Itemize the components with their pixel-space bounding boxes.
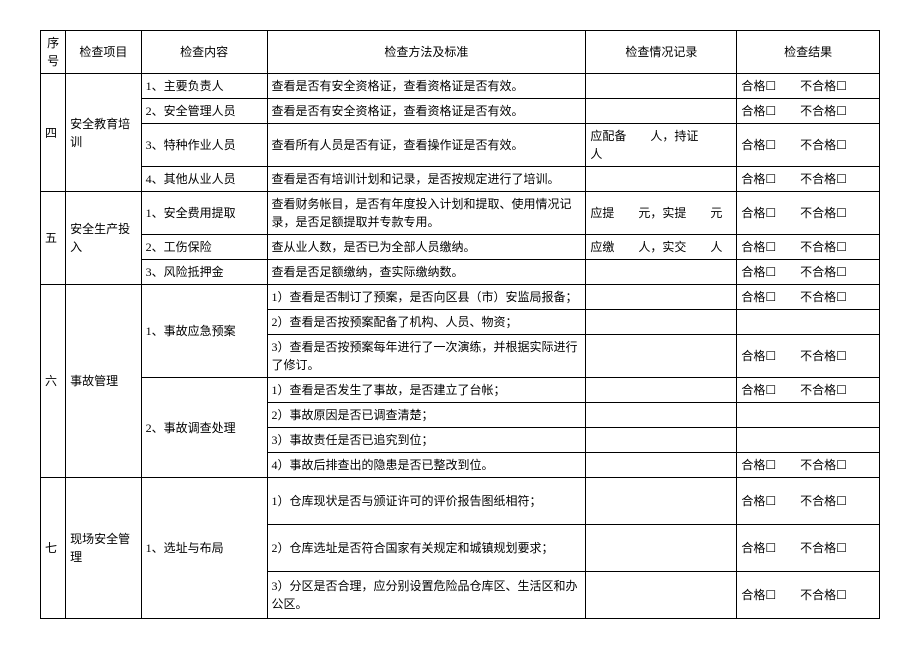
result-cell: 合格☐ 不合格☐ [737,453,880,478]
method-cell: 2）仓库选址是否符合国家有关规定和城镇规划要求； [267,525,586,572]
record-cell [586,285,737,310]
record-cell [586,99,737,124]
content-cell: 4、其他从业人员 [141,167,267,192]
result-cell: 合格☐ 不合格☐ [737,285,880,310]
method-cell: 3）查看是否按预案每年进行了一次演练，并根据实际进行了修订。 [267,335,586,378]
result-cell: 合格☐ 不合格☐ [737,192,880,235]
method-cell: 3）事故责任是否已追究到位； [267,428,586,453]
table-row: 3、风险抵押金 查看是否足额缴纳，查实际缴纳数。 合格☐ 不合格☐ [41,260,880,285]
header-result: 检查结果 [737,31,880,74]
method-cell: 查看所有人员是否有证，查看操作证是否有效。 [267,124,586,167]
method-cell: 1）查看是否制订了预案，是否向区县（市）安监局报备； [267,285,586,310]
table-row: 四 安全教育培训 1、主要负责人 查看是否有安全资格证，查看资格证是否有效。 合… [41,74,880,99]
result-cell: 合格☐ 不合格☐ [737,124,880,167]
method-cell: 1）查看是否发生了事故，是否建立了台帐； [267,378,586,403]
table-row: 2、事故调查处理 1）查看是否发生了事故，是否建立了台帐； 合格☐ 不合格☐ [41,378,880,403]
header-seq: 序号 [41,31,66,74]
content-cell: 1、主要负责人 [141,74,267,99]
record-cell [586,453,737,478]
item-4: 安全教育培训 [66,74,142,192]
record-cell [586,74,737,99]
table-row: 2、工伤保险 查从业人数，是否已为全部人员缴纳。 应缴 人，实交 人 合格☐ 不… [41,235,880,260]
content-cell: 2、事故调查处理 [141,378,267,478]
record-cell [586,525,737,572]
method-cell: 3）分区是否合理，应分别设置危险品仓库区、生活区和办公区。 [267,572,586,619]
table-row: 3、特种作业人员 查看所有人员是否有证，查看操作证是否有效。 应配备 人，持证 … [41,124,880,167]
record-cell [586,428,737,453]
result-cell: 合格☐ 不合格☐ [737,99,880,124]
method-cell: 查看是否有安全资格证，查看资格证是否有效。 [267,99,586,124]
table-row: 4、其他从业人员 查看是否有培训计划和记录，是否按规定进行了培训。 合格☐ 不合… [41,167,880,192]
method-cell: 查看是否足额缴纳，查实际缴纳数。 [267,260,586,285]
table-row: 六 事故管理 1、事故应急预案 1）查看是否制订了预案，是否向区县（市）安监局报… [41,285,880,310]
record-cell [586,378,737,403]
result-cell: 合格☐ 不合格☐ [737,478,880,525]
header-row: 序号 检查项目 检查内容 检查方法及标准 检查情况记录 检查结果 [41,31,880,74]
method-cell: 查看是否有安全资格证，查看资格证是否有效。 [267,74,586,99]
result-cell: 合格☐ 不合格☐ [737,378,880,403]
record-cell: 应缴 人，实交 人 [586,235,737,260]
seq-5: 五 [41,192,66,285]
table-row: 五 安全生产投入 1、安全费用提取 查看财务帐目，是否有年度投入计划和提取、使用… [41,192,880,235]
method-cell: 4）事故后排查出的隐患是否已整改到位。 [267,453,586,478]
method-cell: 2）查看是否按预案配备了机构、人员、物资； [267,310,586,335]
result-cell: 合格☐ 不合格☐ [737,167,880,192]
content-cell: 3、特种作业人员 [141,124,267,167]
method-cell: 1）仓库现状是否与颁证许可的评价报告图纸相符； [267,478,586,525]
content-cell: 1、安全费用提取 [141,192,267,235]
record-cell [586,335,737,378]
item-5: 安全生产投入 [66,192,142,285]
content-cell: 3、风险抵押金 [141,260,267,285]
header-record: 检查情况记录 [586,31,737,74]
result-cell: 合格☐ 不合格☐ [737,74,880,99]
record-cell [586,478,737,525]
record-cell [586,260,737,285]
header-content: 检查内容 [141,31,267,74]
item-6: 事故管理 [66,285,142,478]
record-cell: 应提 元，实提 元 [586,192,737,235]
seq-7: 七 [41,478,66,619]
record-cell [586,403,737,428]
seq-6: 六 [41,285,66,478]
method-cell: 2）事故原因是否已调查清楚； [267,403,586,428]
content-cell: 1、事故应急预案 [141,285,267,378]
result-cell: 合格☐ 不合格☐ [737,260,880,285]
header-item: 检查项目 [66,31,142,74]
record-cell [586,310,737,335]
result-cell: 合格☐ 不合格☐ [737,525,880,572]
method-cell: 查看财务帐目，是否有年度投入计划和提取、使用情况记录，是否足额提取并专款专用。 [267,192,586,235]
result-cell [737,403,880,428]
record-cell: 应配备 人，持证 人 [586,124,737,167]
content-cell: 2、安全管理人员 [141,99,267,124]
result-cell: 合格☐ 不合格☐ [737,235,880,260]
content-cell: 1、选址与布局 [141,478,267,619]
method-cell: 查看是否有培训计划和记录，是否按规定进行了培训。 [267,167,586,192]
record-cell [586,167,737,192]
result-cell [737,428,880,453]
result-cell [737,310,880,335]
result-cell: 合格☐ 不合格☐ [737,335,880,378]
record-cell [586,572,737,619]
item-7: 现场安全管理 [66,478,142,619]
method-cell: 查从业人数，是否已为全部人员缴纳。 [267,235,586,260]
table-row: 2、安全管理人员 查看是否有安全资格证，查看资格证是否有效。 合格☐ 不合格☐ [41,99,880,124]
table-row: 七 现场安全管理 1、选址与布局 1）仓库现状是否与颁证许可的评价报告图纸相符；… [41,478,880,525]
content-cell: 2、工伤保险 [141,235,267,260]
result-cell: 合格☐ 不合格☐ [737,572,880,619]
inspection-table: 序号 检查项目 检查内容 检查方法及标准 检查情况记录 检查结果 四 安全教育培… [40,30,880,619]
header-method: 检查方法及标准 [267,31,586,74]
seq-4: 四 [41,74,66,192]
